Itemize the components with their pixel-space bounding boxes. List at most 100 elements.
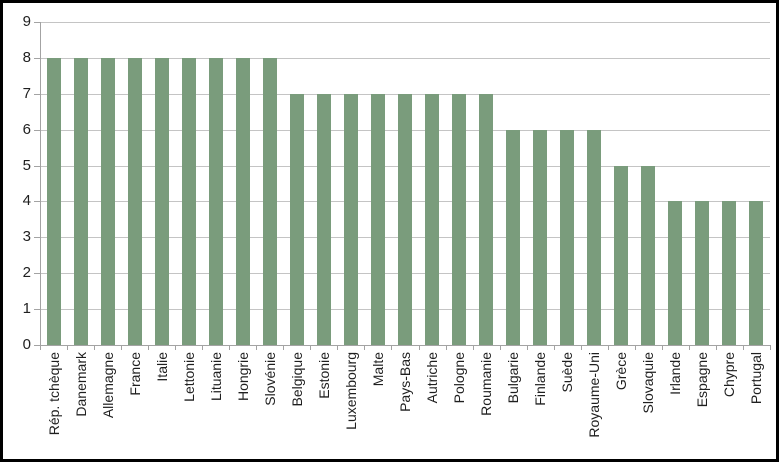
x-axis-tick [202, 345, 204, 350]
y-axis-label: 9 [22, 13, 31, 30]
x-axis-label: Slovaquie [640, 352, 657, 414]
x-axis-label: Malte [369, 352, 386, 387]
bar [289, 93, 304, 345]
x-axis-tick [40, 345, 41, 350]
bar [181, 57, 196, 345]
y-axis-tick [34, 237, 40, 239]
x-axis-label: Lituanie [207, 352, 224, 402]
x-axis-label: Suède [559, 352, 576, 393]
y-axis-tick [34, 129, 40, 131]
x-axis-tick [418, 345, 420, 350]
bar [722, 201, 737, 345]
bar [370, 93, 385, 345]
bar [46, 57, 61, 345]
x-axis-label: Pays-Bas [397, 352, 413, 412]
x-axis-tick [67, 345, 69, 350]
x-axis-label: Italie [153, 352, 170, 382]
x-axis-label: Portugal [748, 352, 765, 405]
x-axis-tick [364, 345, 366, 350]
x-axis-tick [121, 345, 123, 350]
bar [208, 57, 223, 345]
x-axis-tick [607, 345, 609, 350]
x-axis-label: Estonie [315, 352, 332, 399]
x-axis-label: Pologne [451, 352, 468, 404]
x-axis-tick [175, 345, 177, 350]
y-axis-label: 0 [22, 336, 31, 353]
bar [262, 57, 277, 345]
bar [425, 93, 440, 345]
gridline [40, 57, 770, 59]
x-axis-tick [337, 345, 339, 350]
x-axis-label: Chypre [721, 352, 738, 398]
x-axis-tick [445, 345, 447, 350]
x-axis-tick [661, 345, 663, 350]
y-axis-label: 8 [22, 48, 31, 66]
x-axis-label: Luxembourg [342, 352, 359, 430]
bar [100, 57, 115, 345]
y-axis-label: 2 [22, 264, 31, 282]
x-axis-tick [283, 345, 285, 350]
bar [560, 129, 575, 345]
x-axis-tick [94, 345, 96, 350]
x-axis-tick [715, 345, 717, 350]
y-axis-label: 4 [22, 192, 31, 210]
bar [235, 57, 250, 345]
bar [479, 93, 494, 345]
bar [398, 93, 412, 345]
x-axis-tick [472, 345, 474, 350]
x-axis-label: Allemagne [99, 352, 116, 419]
x-axis-tick [742, 345, 744, 350]
y-axis-tick [34, 273, 40, 275]
x-axis-label: Rép. tchèque [45, 352, 62, 436]
x-axis-tick [391, 345, 393, 350]
x-axis-tick [770, 345, 771, 350]
bar [154, 57, 169, 345]
x-axis-label: Slovénie [261, 352, 278, 406]
y-axis-tick [34, 309, 40, 311]
x-axis-label: Roumanie [478, 352, 495, 416]
chart-frame: 0 1 2 3 4 5 6 7 8 9 Rép. tchèque Danemark Allemagne F… [0, 0, 779, 462]
bar [316, 93, 331, 345]
bar [73, 57, 88, 345]
bar [533, 129, 548, 345]
x-axis-label: Finlande [532, 352, 549, 406]
bar [587, 129, 602, 345]
x-axis-tick [634, 345, 636, 350]
x-axis-label: Autriche [424, 352, 441, 404]
x-axis-label: Lettonie [180, 352, 197, 402]
x-axis-label: Hongrie [234, 352, 251, 402]
x-axis-tick [499, 345, 501, 350]
y-axis-label: 6 [22, 120, 31, 138]
x-axis-tick [688, 345, 690, 350]
x-axis-tick [229, 345, 231, 350]
bar [127, 57, 142, 345]
bar [614, 165, 629, 345]
y-axis-label: 7 [22, 84, 31, 102]
gridline [40, 22, 770, 23]
bar [641, 165, 656, 345]
x-axis-tick [580, 345, 582, 350]
x-axis-tick [553, 345, 555, 350]
y-axis-tick [34, 345, 40, 346]
x-axis-label: Danemark [72, 352, 89, 417]
x-axis-label: Irlande [667, 352, 684, 395]
y-axis-tick [34, 57, 40, 59]
y-axis-tick [34, 93, 40, 95]
bar [749, 201, 764, 345]
bar [695, 201, 710, 345]
y-axis-tick [34, 201, 40, 203]
x-axis-tick [148, 345, 150, 350]
x-axis-label: Royaume-Uni [586, 352, 603, 438]
x-axis-line [40, 345, 771, 346]
y-axis-line [40, 22, 41, 345]
bar [452, 93, 467, 345]
y-axis-tick [34, 22, 40, 23]
bar [506, 129, 521, 345]
x-axis-label: Espagne [694, 352, 711, 408]
y-axis-label: 3 [22, 228, 31, 246]
bar [668, 201, 683, 345]
x-axis-label: Belgique [288, 352, 305, 407]
y-axis-label: 5 [22, 156, 31, 174]
x-axis-label: France [126, 352, 143, 396]
